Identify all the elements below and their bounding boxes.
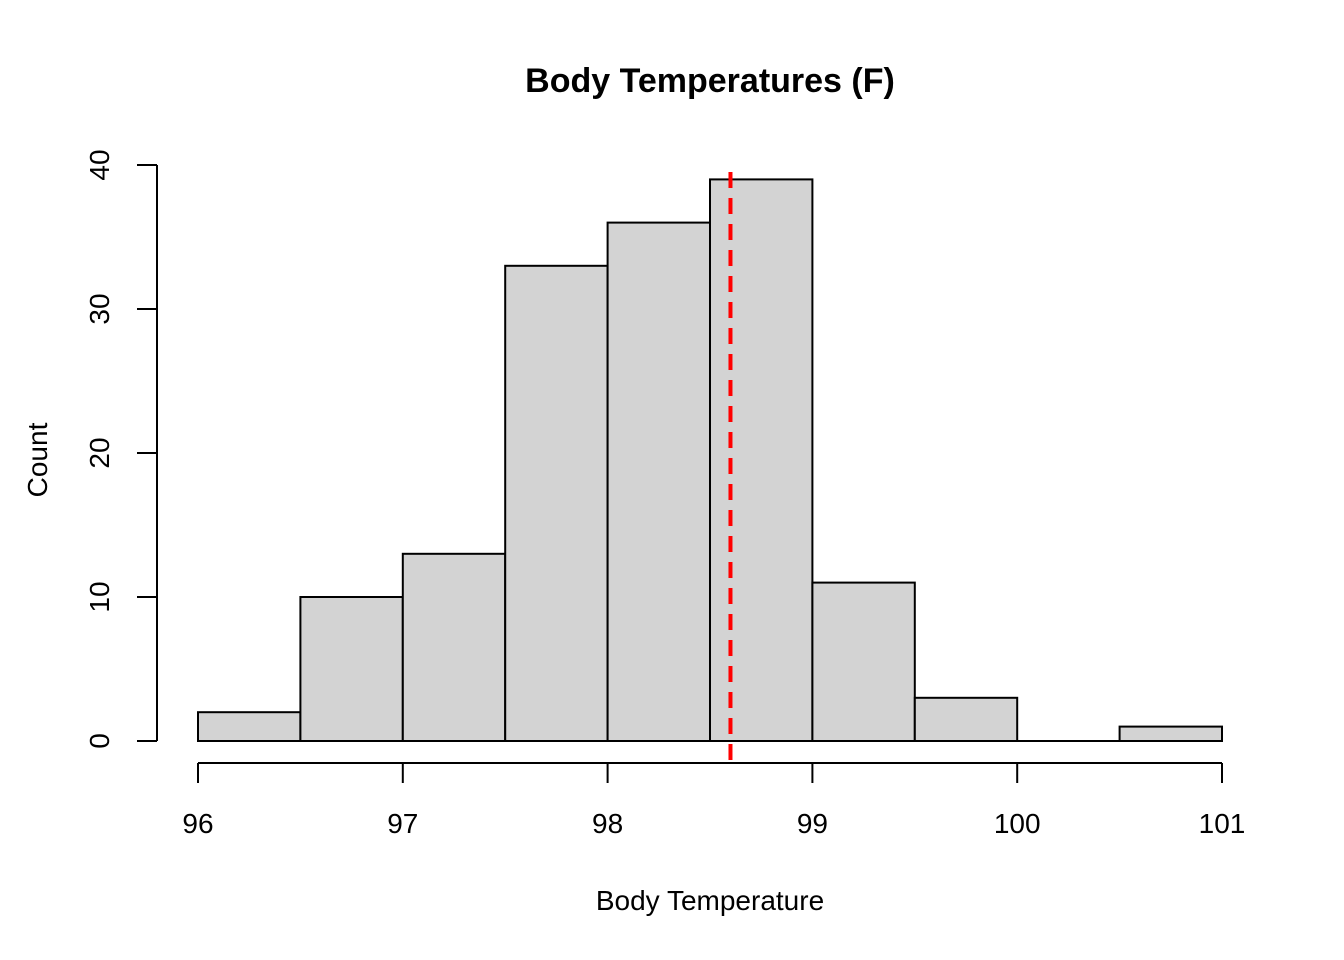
x-axis-label: Body Temperature [596,885,824,916]
x-tick-label: 98 [592,808,623,839]
y-axis: 0 10 20 30 40 [84,149,158,749]
histogram-bar-9 [1118,725,1223,742]
histogram-bar-1 [299,596,404,742]
bars-group [197,178,1223,743]
histogram-bar-7 [913,696,1019,742]
x-tick-label: 99 [797,808,828,839]
y-tick-label: 0 [84,733,115,749]
x-tick-label: 100 [994,808,1041,839]
x-tick-label: 97 [387,808,418,839]
histogram-bar-0 [197,711,302,743]
y-tick-label: 10 [84,581,115,612]
histogram-bar-2 [401,552,507,742]
x-tick-label: 101 [1199,808,1246,839]
histogram-bar-6 [811,581,916,742]
y-axis-label: Count [22,422,53,497]
chart-title: Body Temperatures (F) [525,62,895,100]
y-tick-label: 30 [84,293,115,324]
y-tick-label: 40 [84,149,115,180]
histogram-bar-4 [606,221,711,743]
histogram-bar-3 [504,264,609,742]
x-axis: 96 97 98 99 100 101 [182,762,1246,839]
y-tick-label: 20 [84,437,115,468]
x-tick-label: 96 [182,808,213,839]
histogram-bar-5 [709,178,814,742]
